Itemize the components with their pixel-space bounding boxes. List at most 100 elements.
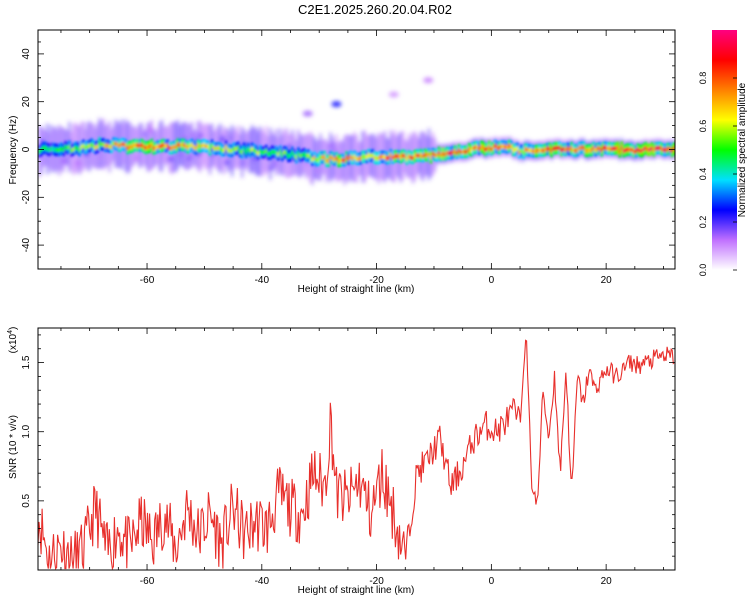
spectrogram-ridge-cell: [401, 153, 405, 158]
spectrogram-ridge-cell: [52, 146, 55, 152]
spectrogram-ridge-cell: [58, 147, 61, 153]
spectrogram-ridge-cell: [439, 153, 443, 158]
spectrogram-ridge-cell: [556, 145, 559, 151]
spectrogram-ridge-cell: [664, 147, 668, 153]
spectrogram-y-ticks: 40 20 0 -20 -40: [21, 41, 675, 258]
spectrogram-ridge-cell: [277, 152, 280, 157]
spectrogram-ridge-cell: [266, 151, 270, 157]
spectrogram-ridge-cell: [339, 158, 342, 163]
spectrogram-ridge-cell: [562, 146, 565, 152]
spectrogram-ridge-cell: [405, 156, 409, 161]
spectrogram-ridge-cell: [180, 142, 184, 147]
spectrogram-ridge-cell: [317, 157, 320, 162]
spectrogram-ridge-cell: [154, 145, 158, 150]
colorbar: 0.0 0.2 0.4 0.6 0.8 Normalized spectral ampl…: [698, 30, 748, 276]
spectrogram-ridge-cell: [566, 146, 569, 151]
spectrogram-ridge-cell: [654, 146, 658, 151]
spectrogram-ridge-cell: [640, 148, 644, 154]
spectrogram-ridge-cell: [246, 146, 250, 152]
x-tick-label: -60: [140, 275, 155, 286]
spectrogram-ridge-cell: [126, 146, 129, 151]
spectrogram-ridge-cell: [192, 145, 196, 150]
spectrogram-ridge-cell: [106, 143, 109, 148]
spectrogram-ridge-cell: [435, 153, 439, 158]
spectrogram-ridge-cell: [516, 146, 519, 151]
spectrogram-ridge-cell: [491, 145, 495, 151]
spectrogram-ridge-cell: [425, 153, 429, 158]
spectrogram-ridge-cell: [329, 155, 332, 160]
spectrogram-ridge-cell: [102, 142, 105, 147]
spectrogram-ridge-cell: [166, 143, 170, 148]
spectrogram-speckle: [60, 157, 68, 165]
spectrogram-ridge-cell: [592, 145, 595, 151]
spectrogram-ridge-cell: [311, 157, 314, 162]
spectrogram-ridge-cell: [588, 147, 591, 153]
spectrogram-ridge-cell: [172, 144, 176, 150]
spectrogram-speckle: [315, 168, 320, 173]
spectrogram-ridge-cell: [495, 145, 499, 150]
y-tick-label: 1.0: [21, 424, 32, 438]
spectrogram-ridge-cell: [636, 147, 640, 152]
spectrogram-ridge-cell: [644, 145, 648, 151]
spectrogram-ridge-cell: [485, 146, 489, 152]
spectrogram-ridge-cell: [447, 151, 451, 156]
x-tick-label: 20: [601, 576, 613, 587]
spectrogram-ridge-cell: [429, 155, 433, 160]
spectrogram-ridge-cell: [307, 153, 310, 158]
spectrogram-ridge-cell: [648, 147, 652, 153]
x-tick-label: -60: [140, 576, 155, 587]
x-tick-label: 0: [489, 275, 495, 286]
colorbar-tick-label: 0.4: [698, 168, 708, 181]
spectrogram-ridge-cell: [118, 143, 121, 149]
spectrogram-ridge-cell: [38, 149, 41, 154]
spectrogram-ridge-cell: [335, 156, 338, 161]
spectrogram-ridge-cell: [144, 145, 148, 151]
spectrogram-ridge-cell: [622, 148, 626, 154]
spectrogram-ridge-cell: [299, 153, 302, 158]
spectrogram-ridge-cell: [528, 148, 531, 153]
spectrogram-ridge-cell: [550, 148, 553, 154]
spectrogram-ridge-cell: [156, 144, 160, 149]
spectrogram-ridge-cell: [138, 143, 142, 148]
spectrogram-ridge-cell: [297, 151, 300, 156]
spectrogram-ridge-cell: [212, 145, 216, 151]
spectrogram-ridge-cell: [419, 153, 423, 158]
spectrogram-ridge-cell: [373, 155, 377, 160]
spectrogram-ridge-cell: [254, 149, 258, 154]
spectrogram-ridge-cell: [341, 157, 344, 163]
spectrogram-ridge-cell: [313, 155, 316, 161]
spectrogram-ridge-cell: [46, 146, 49, 152]
spectrogram-speckle: [142, 132, 147, 136]
spectrogram-ridge-cell: [256, 151, 260, 156]
spectrogram-ridge-cell: [236, 145, 240, 150]
spectrogram-ridge-cell: [234, 146, 238, 152]
spectrogram-ridge-cell: [505, 145, 509, 150]
spectrogram-ridge-cell: [413, 153, 417, 159]
spectrogram-ridge-cell: [291, 150, 294, 155]
spectrogram-ridge-cell: [327, 158, 330, 163]
spectrogram-speckle: [219, 135, 227, 143]
spectrogram-ridge-cell: [142, 144, 146, 149]
spectrogram-speckle: [332, 148, 338, 153]
colorbar-strip: [712, 30, 737, 270]
spectrogram-ridge-cell: [596, 146, 599, 151]
spectrogram-ridge-cell: [42, 145, 45, 151]
spectrogram-ridge-cell: [152, 146, 156, 151]
spectrogram-ridge-cell: [600, 148, 604, 153]
spectrogram-ridge-cell: [224, 144, 228, 150]
spectrogram-ridge-cell: [158, 144, 162, 149]
spectrogram-ridge-cell: [532, 149, 535, 154]
spectrogram-ridge-cell: [72, 147, 75, 152]
spectrogram-ridge-cell: [570, 145, 573, 151]
spectrogram-speckle: [133, 155, 140, 161]
spectrogram-ridge-cell: [363, 154, 366, 159]
spectrogram-ridge-cell: [652, 148, 656, 153]
spectrogram-ridge-cell: [86, 144, 89, 149]
spectrogram-ridge-cell: [319, 155, 322, 160]
spectrogram-ridge-cell: [387, 155, 391, 161]
snr-frame: [37, 327, 676, 571]
spectrogram-ridge-cell: [198, 144, 202, 149]
spectrogram-ridge-cell: [437, 150, 441, 156]
spectrogram-ridge-cell: [289, 153, 292, 158]
spectrogram-ridge-cell: [333, 157, 336, 162]
